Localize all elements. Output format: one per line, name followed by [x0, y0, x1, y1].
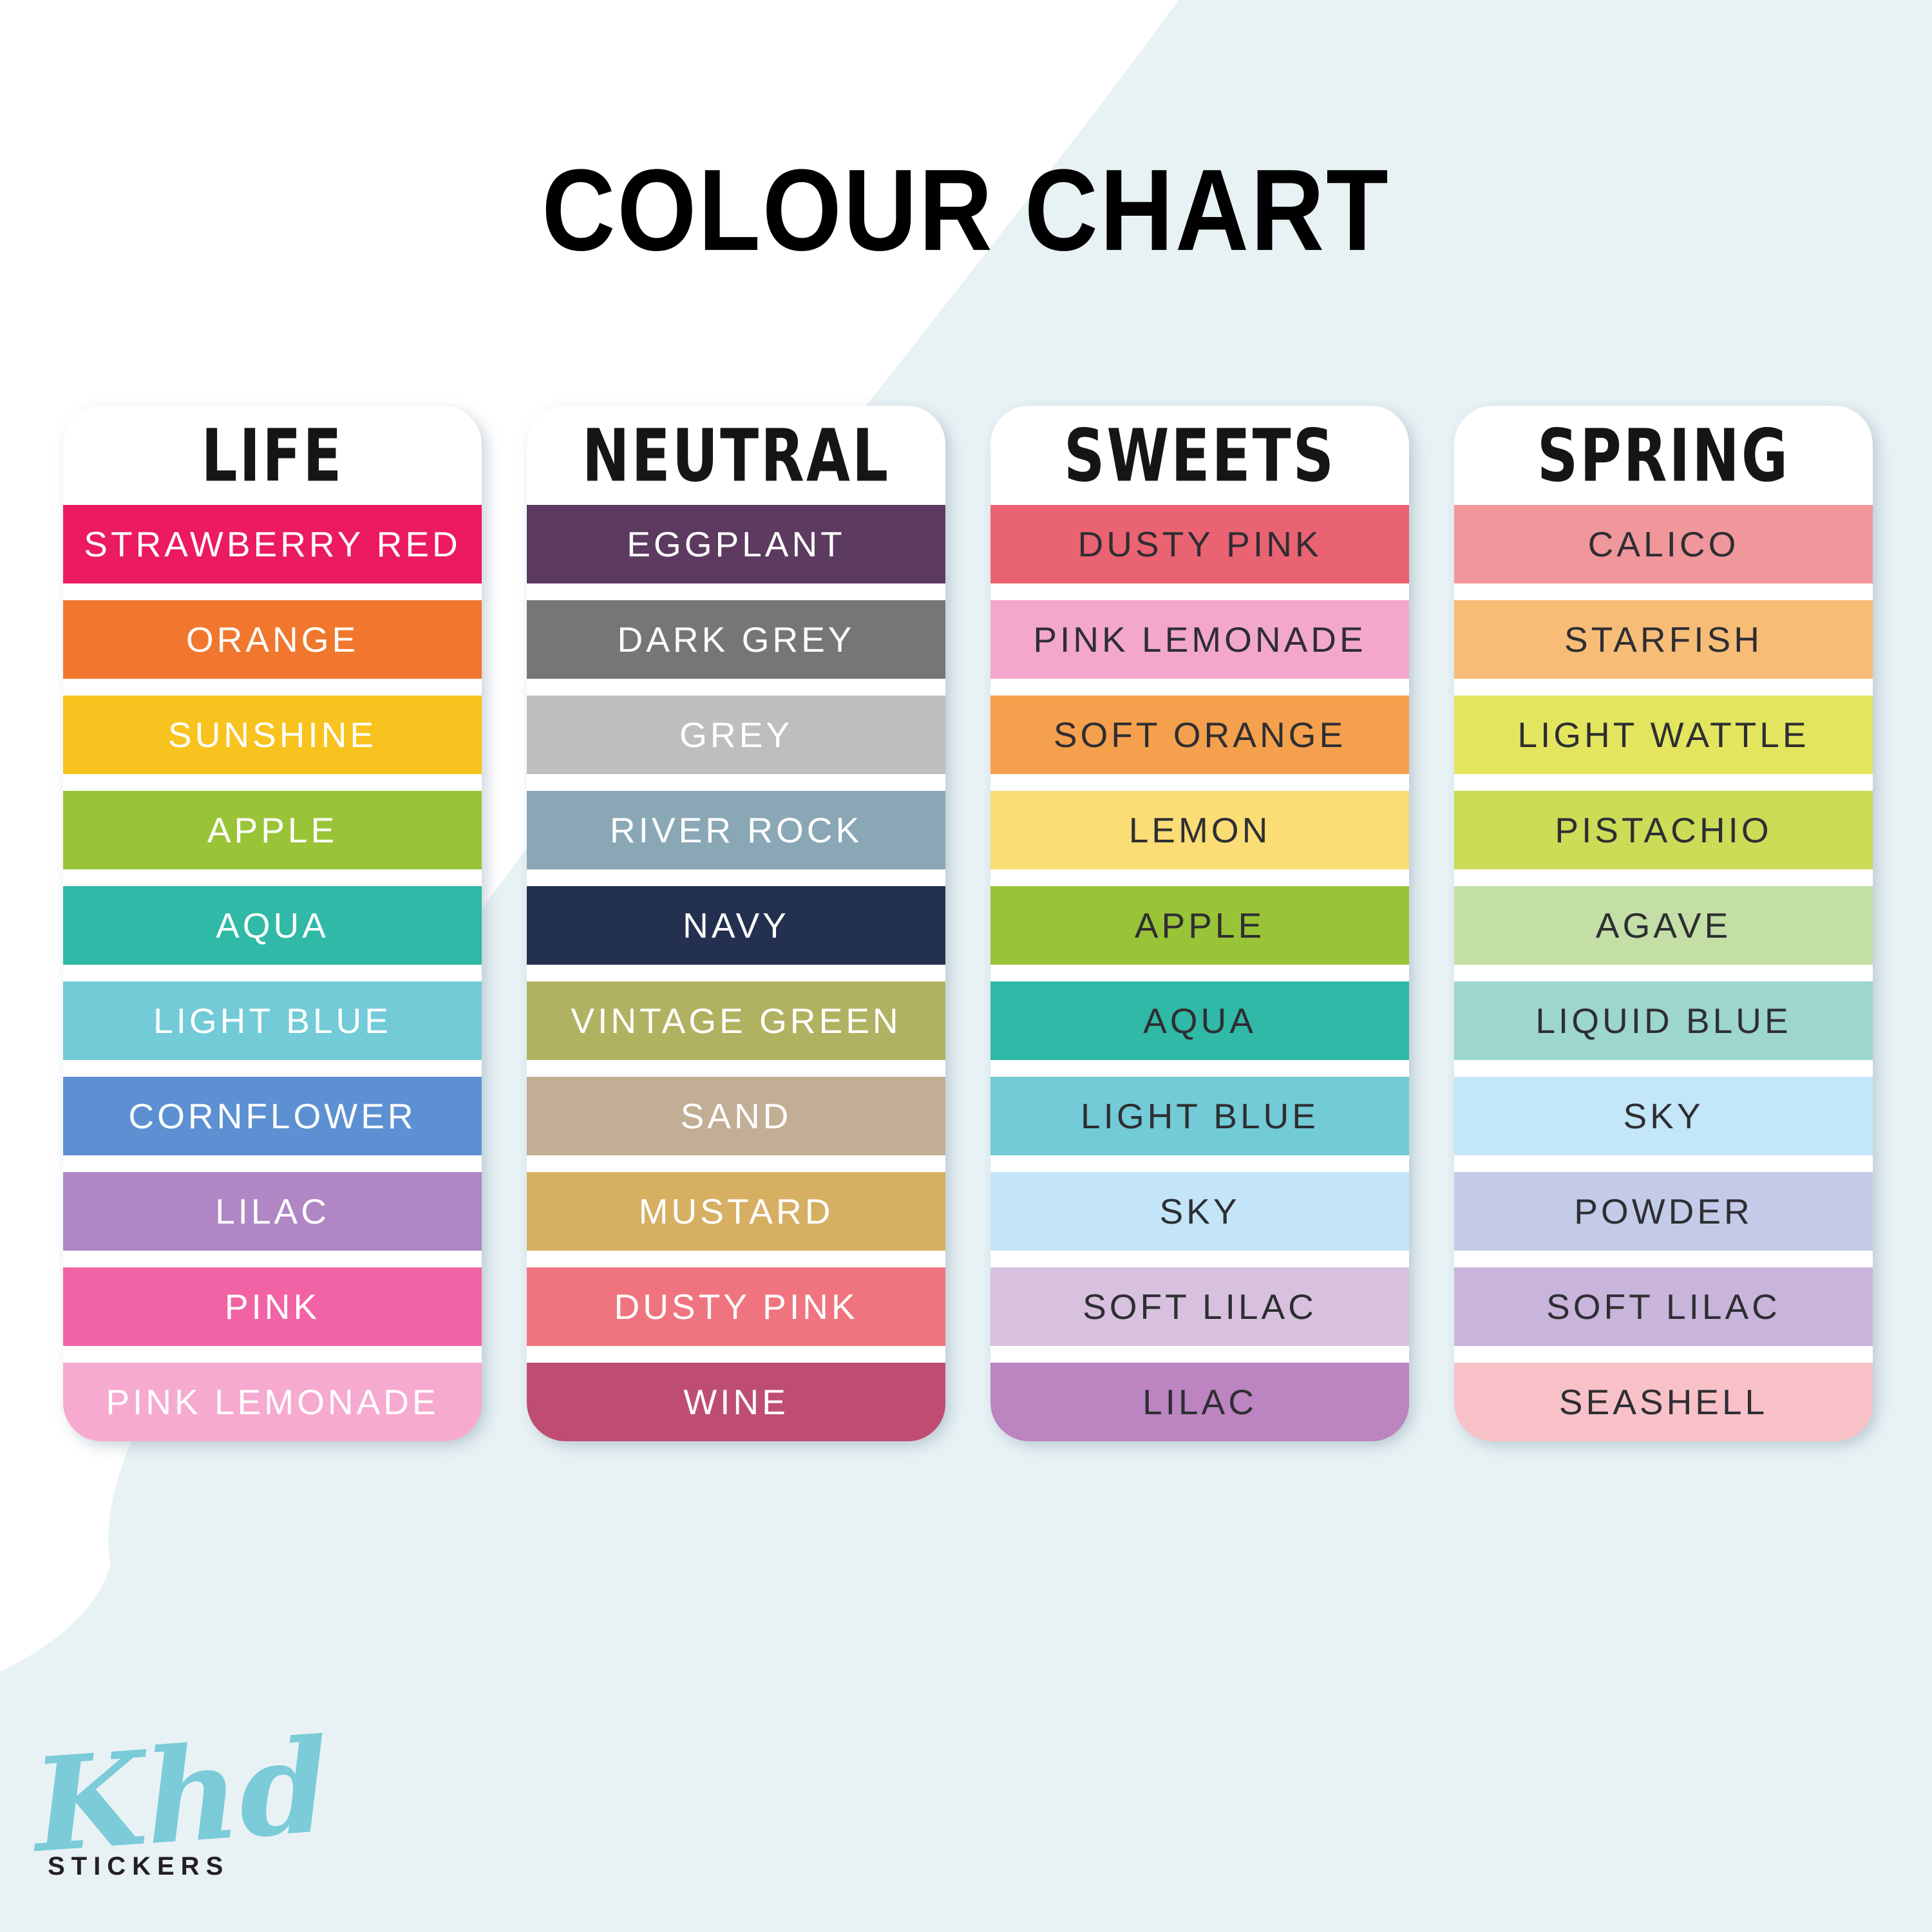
swatch-light-blue: LIGHT BLUE — [63, 981, 482, 1060]
palette-card-life: LIFE STRAWBERRY RED ORANGE SUNSHINE APPLE AQU… — [63, 406, 482, 1441]
swatch-label: SKY — [1623, 1096, 1704, 1136]
swatch-apple: APPLE — [63, 791, 482, 869]
swatch-label: STRAWBERRY RED — [84, 524, 461, 564]
logo-script-text: Khd — [28, 1710, 334, 1882]
swatch-soft-lilac: SOFT LILAC — [1454, 1267, 1873, 1346]
swatch-label: SKY — [1159, 1191, 1240, 1231]
swatch-label: CALICO — [1587, 524, 1739, 564]
swatch-label: ORANGE — [185, 620, 359, 659]
swatch-label: EGGPLANT — [627, 524, 846, 564]
swatch-lemon: LEMON — [990, 791, 1409, 869]
swatch-agave: AGAVE — [1454, 886, 1873, 965]
palette-card-header: SPRING — [1454, 406, 1873, 505]
swatch-label: SEASHELL — [1558, 1382, 1768, 1422]
swatch-liquid-blue: LIQUID BLUE — [1454, 981, 1873, 1060]
palette-card-title: SPRING — [1537, 413, 1790, 498]
swatch-label: LIQUID BLUE — [1535, 1001, 1792, 1041]
swatch-aqua: AQUA — [63, 886, 482, 965]
swatch-wine: WINE — [527, 1363, 945, 1441]
swatch-label: LILAC — [1142, 1382, 1257, 1422]
swatch-label: APPLE — [207, 810, 338, 850]
swatch-label: DUSTY PINK — [1077, 524, 1322, 564]
palette-card-title: LIFE — [201, 413, 344, 498]
swatch-label: SAND — [680, 1096, 792, 1136]
swatch-label: NAVY — [683, 905, 790, 945]
swatch-label: LILAC — [215, 1191, 330, 1231]
swatch-label: SOFT LILAC — [1083, 1287, 1317, 1327]
swatch-label: LIGHT BLUE — [153, 1001, 392, 1041]
swatch-vintage-green: VINTAGE GREEN — [527, 981, 945, 1060]
swatch-orange: ORANGE — [63, 600, 482, 679]
swatch-apple: APPLE — [990, 886, 1409, 965]
swatch-pink-lemonade: PINK LEMONADE — [63, 1363, 482, 1441]
swatch-pink-lemonade: PINK LEMONADE — [990, 600, 1409, 679]
swatch-calico: CALICO — [1454, 505, 1873, 583]
swatch-pistachio: PISTACHIO — [1454, 791, 1873, 869]
swatch-label: SUNSHINE — [167, 715, 377, 755]
swatch-mustard: MUSTARD — [527, 1172, 945, 1251]
swatch-sunshine: SUNSHINE — [63, 696, 482, 774]
swatch-label: STARFISH — [1564, 620, 1763, 659]
swatch-label: LEMON — [1128, 810, 1271, 850]
swatch-soft-lilac: SOFT LILAC — [990, 1267, 1409, 1346]
palette-card-title: SWEETS — [1063, 413, 1336, 498]
swatch-dusty-pink: DUSTY PINK — [990, 505, 1409, 583]
swatch-lilac: LILAC — [990, 1363, 1409, 1441]
swatch-soft-orange: SOFT ORANGE — [990, 696, 1409, 774]
logo-word-text: STICKERS — [48, 1852, 230, 1880]
swatch-label: RIVER ROCK — [609, 810, 863, 850]
swatch-label: PISTACHIO — [1555, 810, 1772, 850]
swatch-label: PINK LEMONADE — [106, 1382, 439, 1422]
swatch-light-blue: LIGHT BLUE — [990, 1077, 1409, 1155]
swatch-label: DARK GREY — [617, 620, 855, 659]
palette-card-header: LIFE — [63, 406, 482, 505]
palette-card-header: NEUTRAL — [527, 406, 945, 505]
swatch-strawberry-red: STRAWBERRY RED — [63, 505, 482, 583]
swatch-label: LIGHT WATTLE — [1517, 715, 1810, 755]
swatch-sky: SKY — [1454, 1077, 1873, 1155]
swatch-cornflower: CORNFLOWER — [63, 1077, 482, 1155]
swatch-label: APPLE — [1134, 905, 1265, 945]
swatch-pink: PINK — [63, 1267, 482, 1346]
swatch-label: WINE — [683, 1382, 789, 1422]
page-title: COLOUR CHART — [542, 146, 1390, 275]
swatch-label: DUSTY PINK — [614, 1287, 858, 1327]
palette-card-neutral: NEUTRAL EGGPLANT DARK GREY GREY RIVER ROCK NA… — [527, 406, 945, 1441]
swatch-sky: SKY — [990, 1172, 1409, 1251]
swatch-label: AQUA — [1143, 1001, 1256, 1041]
swatch-aqua: AQUA — [990, 981, 1409, 1060]
swatch-light-wattle: LIGHT WATTLE — [1454, 696, 1873, 774]
swatch-river-rock: RIVER ROCK — [527, 791, 945, 869]
swatch-label: PINK — [224, 1287, 321, 1327]
swatch-grey: GREY — [527, 696, 945, 774]
swatch-starfish: STARFISH — [1454, 600, 1873, 679]
swatch-label: VINTAGE GREEN — [571, 1001, 902, 1041]
swatch-label: GREY — [679, 715, 793, 755]
swatch-lilac: LILAC — [63, 1172, 482, 1251]
swatch-eggplant: EGGPLANT — [527, 505, 945, 583]
swatch-label: LIGHT BLUE — [1081, 1096, 1319, 1136]
swatch-label: AGAVE — [1595, 905, 1732, 945]
swatch-label: AQUA — [216, 905, 329, 945]
swatch-powder: POWDER — [1454, 1172, 1873, 1251]
swatch-navy: NAVY — [527, 886, 945, 965]
swatch-label: PINK LEMONADE — [1033, 620, 1367, 659]
khd-stickers-logo: Khd STICKERS — [28, 1710, 334, 1882]
swatch-label: CORNFLOWER — [128, 1096, 417, 1136]
swatch-seashell: SEASHELL — [1454, 1363, 1873, 1441]
palette-card-title: NEUTRAL — [582, 413, 891, 498]
palette-card-spring: SPRING CALICO STARFISH LIGHT WATTLE PISTACHI… — [1454, 406, 1873, 1441]
swatch-dark-grey: DARK GREY — [527, 600, 945, 679]
swatch-dusty-pink: DUSTY PINK — [527, 1267, 945, 1346]
swatch-label: SOFT ORANGE — [1053, 715, 1347, 755]
palette-cards-row: LIFE STRAWBERRY RED ORANGE SUNSHINE APPLE AQU… — [63, 406, 1873, 1441]
swatch-label: MUSTARD — [638, 1191, 834, 1231]
swatch-sand: SAND — [527, 1077, 945, 1155]
swatch-label: POWDER — [1574, 1191, 1753, 1231]
palette-card-header: SWEETS — [990, 406, 1409, 505]
swatch-label: SOFT LILAC — [1546, 1287, 1781, 1327]
palette-card-sweets: SWEETS DUSTY PINK PINK LEMONADE SOFT ORANGE… — [990, 406, 1409, 1441]
